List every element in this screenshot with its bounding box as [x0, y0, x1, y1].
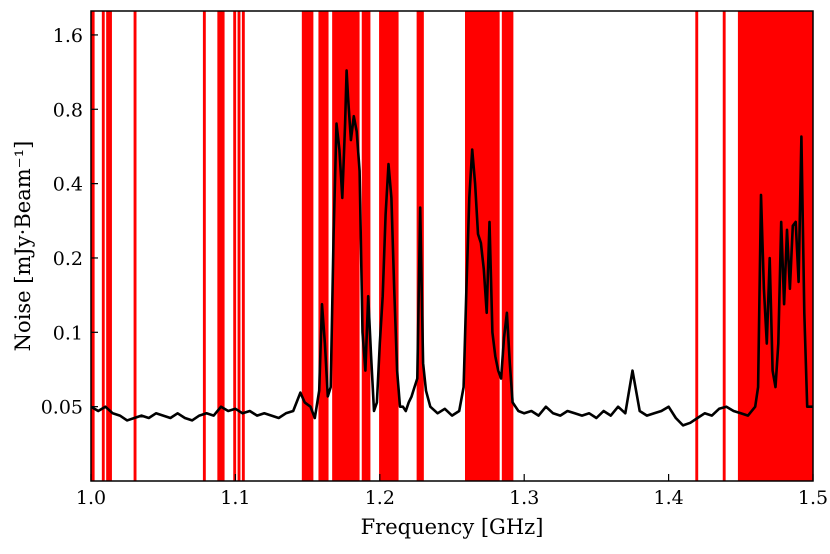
y-axis-ticks: 0.05 0.1 0.2 0.4 0.8 1.6	[41, 25, 98, 419]
flagged-range-2	[106, 11, 112, 481]
noise-series	[90, 69, 813, 427]
flagged-range-9	[301, 11, 314, 481]
flagged-range-5	[217, 11, 225, 481]
y-tick-label-2: 0.2	[53, 248, 83, 270]
plot-frame	[90, 10, 814, 482]
y-tick-label-1: 0.1	[53, 322, 83, 344]
flagged-range-7	[237, 11, 241, 481]
flagged-range-8	[241, 11, 245, 481]
x-tick-label-5: 1.5	[798, 487, 828, 509]
x-tick-label-2: 1.2	[365, 487, 395, 509]
flagged-range-1	[101, 11, 105, 481]
flagged-ranges	[91, 11, 813, 481]
x-tick-label-4: 1.4	[653, 487, 683, 509]
flagged-range-6	[233, 11, 237, 481]
noise-line-0	[90, 69, 813, 427]
flagged-range-17	[695, 11, 699, 481]
y-tick-label-0: 0.05	[41, 397, 83, 419]
x-tick-label-3: 1.3	[509, 487, 539, 509]
flagged-range-19	[737, 11, 813, 481]
y-tick-label-5: 1.6	[53, 25, 83, 47]
flagged-range-13	[379, 11, 399, 481]
flagged-range-4	[202, 11, 206, 481]
flagged-range-12	[361, 11, 371, 481]
y-tick-label-4: 0.8	[53, 99, 83, 121]
x-axis-title: Frequency [GHz]	[361, 515, 544, 539]
flagged-range-0	[91, 11, 95, 481]
y-tick-label-3: 0.4	[53, 174, 83, 196]
flagged-range-18	[722, 11, 726, 481]
flagged-range-16	[501, 11, 514, 481]
x-axis-ticks: 1.0 1.1 1.2 1.3 1.4 1.5	[76, 474, 828, 509]
flagged-range-3	[133, 11, 137, 481]
y-axis-title: Noise [mJy·Beam⁻¹]	[11, 141, 35, 352]
x-tick-label-1: 1.1	[220, 487, 250, 509]
flagged-range-10	[318, 11, 329, 481]
x-tick-label-0: 1.0	[76, 487, 106, 509]
